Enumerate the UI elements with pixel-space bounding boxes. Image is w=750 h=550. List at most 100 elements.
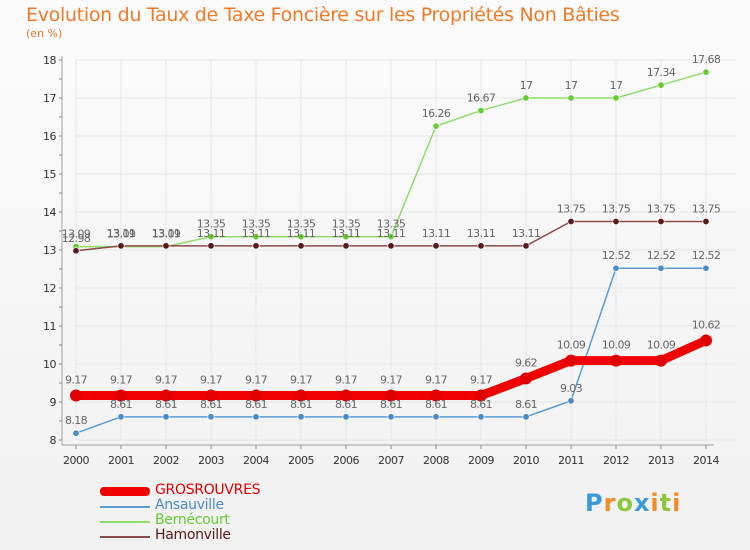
data-point-bernécourt [657, 81, 665, 89]
legend-label: Hamonville [155, 527, 231, 543]
data-label: 9.17 [110, 374, 133, 387]
data-label: 12.98 [62, 232, 91, 245]
data-label: 13.11 [107, 227, 136, 240]
x-tick-label: 2012 [603, 454, 629, 467]
data-label: 8.61 [335, 398, 357, 411]
data-label: 8.61 [470, 398, 492, 411]
data-point-hamonville [612, 218, 620, 226]
logo-letter: x [633, 489, 651, 517]
data-label: 13.09 [62, 228, 91, 241]
data-label: 17.34 [647, 66, 676, 79]
y-axis-unit-label: (en %) [26, 27, 63, 40]
x-tick-label: 2000 [63, 454, 89, 467]
data-point-ansauville [567, 397, 575, 405]
data-label: 13.11 [377, 227, 406, 240]
y-tick-label: 18 [43, 54, 56, 67]
data-label: 13.11 [152, 227, 181, 240]
data-point-ansauville [702, 264, 710, 272]
data-label: 12.52 [692, 249, 721, 262]
data-label: 9.17 [200, 374, 223, 387]
data-label: 8.61 [200, 398, 222, 411]
data-point-bernécourt [207, 233, 215, 241]
data-point-bernécourt [252, 233, 260, 241]
data-label: 8.61 [290, 398, 312, 411]
x-tick-label: 2001 [108, 454, 134, 467]
data-point-grosrouvres [115, 389, 127, 402]
data-point-grosrouvres [700, 334, 712, 347]
data-label: 9.17 [65, 374, 88, 387]
x-tick-label: 2006 [333, 454, 359, 467]
data-label: 10.09 [557, 339, 586, 352]
data-label: 9.17 [335, 374, 358, 387]
data-point-hamonville [207, 242, 215, 250]
data-label: 13.35 [377, 218, 406, 231]
legend-swatch [100, 506, 150, 508]
data-point-grosrouvres [340, 389, 352, 402]
data-point-ansauville [657, 264, 665, 272]
data-label: 8.61 [155, 398, 177, 411]
logo-letter: i [672, 489, 682, 517]
data-label: 13.09 [107, 228, 136, 241]
data-label: 17 [520, 79, 533, 92]
data-label: 8.61 [380, 398, 402, 411]
data-label: 8.61 [110, 398, 132, 411]
data-label: 16.26 [422, 107, 451, 120]
data-label: 9.17 [245, 374, 268, 387]
data-point-grosrouvres [565, 354, 577, 367]
data-point-ansauville [117, 413, 125, 421]
data-label: 9.03 [560, 382, 583, 395]
data-label: 8.61 [425, 398, 447, 411]
logo-letter: r [603, 489, 617, 517]
logo-letter: o [616, 489, 634, 517]
data-label: 9.17 [380, 374, 403, 387]
x-tick-label: 2010 [513, 454, 539, 467]
data-label: 13.35 [197, 218, 226, 231]
y-tick-label: 8 [50, 434, 57, 447]
data-point-hamonville [567, 218, 575, 226]
data-point-grosrouvres [610, 354, 622, 367]
data-point-hamonville [702, 218, 710, 226]
legend-swatch [100, 521, 150, 523]
x-tick-label: 2014 [693, 454, 719, 467]
data-label: 13.11 [512, 227, 541, 240]
legend-label: Ansauville [155, 497, 224, 513]
data-label: 13.35 [332, 218, 361, 231]
y-tick-label: 9 [50, 396, 57, 409]
data-label: 8.18 [65, 414, 88, 427]
data-point-bernécourt [387, 233, 395, 241]
data-point-hamonville [252, 242, 260, 250]
data-point-grosrouvres [655, 354, 667, 367]
data-point-hamonville [342, 242, 350, 250]
data-point-ansauville [387, 413, 395, 421]
legend-swatch [100, 487, 150, 496]
proxiti-logo: Proxiti [585, 489, 681, 517]
data-point-hamonville [117, 242, 125, 250]
x-tick-label: 2004 [243, 454, 269, 467]
data-point-ansauville [72, 429, 80, 437]
x-tick-label: 2005 [288, 454, 314, 467]
data-label: 13.35 [242, 218, 271, 231]
data-label: 13.11 [287, 227, 316, 240]
y-tick-label: 15 [43, 168, 56, 181]
data-label: 13.75 [692, 203, 721, 216]
data-point-ansauville [342, 413, 350, 421]
data-point-hamonville [387, 242, 395, 250]
data-label: 12.52 [602, 249, 631, 262]
data-label: 13.09 [152, 228, 181, 241]
data-point-grosrouvres [520, 372, 532, 385]
y-tick-label: 12 [43, 282, 56, 295]
x-tick-label: 2008 [423, 454, 449, 467]
data-point-ansauville [207, 413, 215, 421]
data-label: 8.61 [245, 398, 267, 411]
data-label: 17 [610, 79, 623, 92]
data-label: 17.68 [692, 53, 721, 66]
y-tick-label: 14 [43, 206, 56, 219]
data-point-ansauville [297, 413, 305, 421]
data-point-hamonville [72, 247, 80, 255]
y-tick-label: 13 [43, 244, 56, 257]
data-label: 13.11 [242, 227, 271, 240]
data-point-ansauville [252, 413, 260, 421]
data-point-ansauville [612, 264, 620, 272]
